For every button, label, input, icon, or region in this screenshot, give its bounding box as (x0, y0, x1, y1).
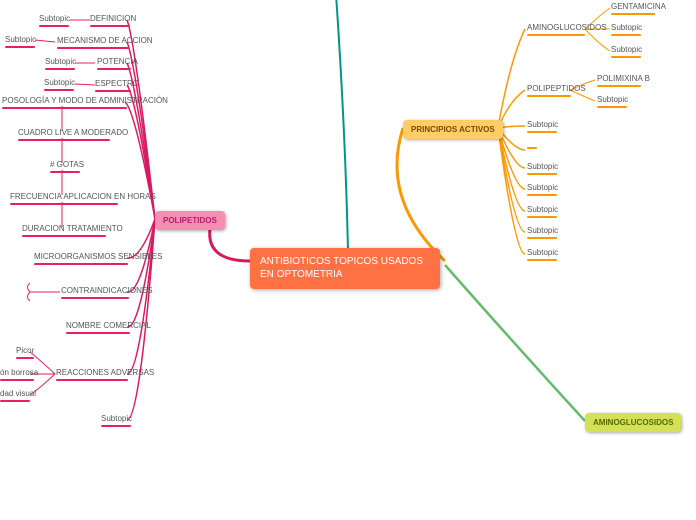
p-s2[interactable]: Subtopic (527, 162, 558, 175)
polipep[interactable]: POLIPEPTIDOS (527, 84, 586, 97)
polSub[interactable]: Subtopic (597, 95, 628, 108)
frecuencia[interactable]: FRECUENCIA APLICACION EN HORAS (10, 192, 156, 205)
polB[interactable]: POLIMIXINA B (597, 74, 650, 87)
ag-sub1[interactable]: Subtopic (611, 23, 642, 36)
borrosa[interactable]: ón borrosa (0, 368, 38, 381)
reacc[interactable]: REACCIONES ADVERSAS (56, 368, 154, 381)
picor[interactable]: Picor (16, 346, 34, 359)
root-title: ANTIBIOTICOS TOPICOS USADOS EN OPTOMETRI… (260, 256, 423, 280)
cuadro[interactable]: CUADRO LIVE A MODERADO (18, 128, 128, 141)
gotas[interactable]: # GOTAS (50, 160, 84, 173)
espectro[interactable]: ESPECTRO (95, 79, 139, 92)
p-s3[interactable]: Subtopic (527, 183, 558, 196)
p-s5[interactable]: Subtopic (527, 226, 558, 239)
genta[interactable]: GENTAMICINA (611, 2, 666, 15)
duracion[interactable]: DURACION TRATAMIENTO (22, 224, 123, 237)
p-empty[interactable] (527, 145, 537, 149)
contra[interactable]: CONTRAINDICACIONES (61, 286, 153, 299)
principios-node[interactable]: PRINCIPIOS ACTIVOS (403, 120, 503, 139)
dad[interactable]: dad visual (0, 389, 36, 402)
mecanismo[interactable]: MECANISMO DE ACCION (57, 36, 153, 49)
definicion[interactable]: DEFINICION (90, 14, 136, 27)
amino-node[interactable]: AMINOGLUCOSIDOS (585, 413, 681, 432)
potencia[interactable]: POTENCIA (97, 57, 138, 70)
nombre[interactable]: NOMBRE COMERCIAL (66, 321, 151, 334)
definicion-sub[interactable]: Subtopic (39, 14, 70, 27)
amino-label: AMINOGLUCOSIDOS (593, 418, 673, 427)
mecanismo-sub[interactable]: Subtopic (5, 35, 36, 48)
polipetidos-node[interactable]: POLIPETIDOS (155, 211, 225, 230)
micro[interactable]: MICROORGANISMOS SENSIBLES (34, 252, 162, 265)
espectro-sub[interactable]: Subtopic (44, 78, 75, 91)
p-s4[interactable]: Subtopic (527, 205, 558, 218)
p-s1[interactable]: Subtopic (527, 120, 558, 133)
potencia-sub[interactable]: Subtopic (45, 57, 76, 70)
ag-sub2[interactable]: Subtopic (611, 45, 642, 58)
posologia[interactable]: POSOLOGÍA Y MODO DE ADMINISTRACIÓN (2, 96, 168, 109)
subtopic-bottom[interactable]: Subtopic (101, 414, 132, 427)
principios-label: PRINCIPIOS ACTIVOS (411, 125, 495, 134)
p-s6[interactable]: Subtopic (527, 248, 558, 261)
aminoglu[interactable]: AMINOGLUCOSIDOS (527, 23, 607, 36)
root-node[interactable]: ANTIBIOTICOS TOPICOS USADOS EN OPTOMETRI… (250, 248, 440, 289)
polipetidos-label: POLIPETIDOS (163, 216, 217, 225)
